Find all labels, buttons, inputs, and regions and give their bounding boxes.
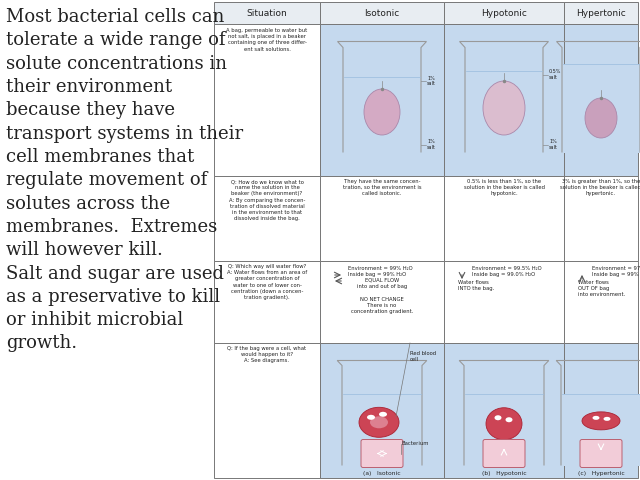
- Bar: [214, 261, 320, 343]
- Ellipse shape: [486, 408, 522, 440]
- Text: Environment = 99% H₂O
Inside bag = 99% H₂O: Environment = 99% H₂O Inside bag = 99% H…: [348, 266, 413, 277]
- Ellipse shape: [593, 416, 600, 420]
- Bar: [465, 71, 543, 153]
- Bar: [444, 343, 564, 478]
- Ellipse shape: [582, 412, 620, 430]
- Text: 1%
salt: 1% salt: [427, 139, 436, 150]
- Text: Environment = 97% H₂O
Inside bag = 99% H₂O: Environment = 97% H₂O Inside bag = 99% H…: [592, 266, 640, 277]
- Bar: [562, 64, 640, 153]
- Bar: [464, 394, 544, 466]
- FancyBboxPatch shape: [483, 440, 525, 468]
- Ellipse shape: [370, 416, 388, 428]
- Bar: [444, 2, 564, 24]
- Bar: [343, 77, 421, 153]
- Ellipse shape: [379, 412, 387, 417]
- Bar: [444, 261, 564, 343]
- Text: Most bacterial cells can
tolerate a wide range of
solute concentrations in
their: Most bacterial cells can tolerate a wide…: [6, 8, 243, 352]
- Text: Q: How do we know what to
name the solution in the
beaker (the environment)?
A: : Q: How do we know what to name the solut…: [229, 179, 305, 221]
- Ellipse shape: [367, 415, 375, 420]
- Bar: [320, 343, 444, 478]
- Text: Bacterium: Bacterium: [402, 441, 429, 446]
- Bar: [214, 343, 320, 478]
- Text: Water flows
INTO the bag.: Water flows INTO the bag.: [458, 280, 494, 291]
- Text: 0.5%
salt: 0.5% salt: [549, 69, 561, 80]
- Bar: [564, 2, 638, 24]
- Ellipse shape: [495, 415, 502, 420]
- Ellipse shape: [364, 89, 400, 135]
- Ellipse shape: [506, 417, 513, 422]
- Text: Q: Which way will water flow?
A: Water flows from an area of
greater concentrati: Q: Which way will water flow? A: Water f…: [227, 264, 307, 300]
- Text: A bag, permeable to water but
not salt, is placed in a beaker
containing one of : A bag, permeable to water but not salt, …: [227, 28, 308, 52]
- Bar: [564, 261, 638, 343]
- Text: Situation: Situation: [246, 9, 287, 17]
- Text: Environment = 99.5% H₂O
Inside bag = 99.0% H₂O: Environment = 99.5% H₂O Inside bag = 99.…: [472, 266, 541, 277]
- Text: Q: If the bag were a cell, what
would happen to it?
A: See diagrams.: Q: If the bag were a cell, what would ha…: [227, 346, 307, 363]
- Bar: [561, 394, 640, 466]
- Bar: [214, 176, 320, 261]
- Ellipse shape: [604, 417, 611, 421]
- Bar: [564, 24, 638, 176]
- Ellipse shape: [483, 81, 525, 135]
- Text: (b)   Hypotonic: (b) Hypotonic: [482, 471, 526, 476]
- Bar: [320, 2, 444, 24]
- Bar: [564, 343, 638, 478]
- Text: They have the same concen-
tration, so the environment is
called isotonic.: They have the same concen- tration, so t…: [342, 179, 421, 196]
- Bar: [214, 24, 320, 176]
- Text: Water flows
OUT OF bag
into environment.: Water flows OUT OF bag into environment.: [578, 280, 625, 298]
- Text: Red blood
cell: Red blood cell: [410, 351, 436, 362]
- Text: (c)   Hypertonic: (c) Hypertonic: [578, 471, 625, 476]
- Bar: [444, 24, 564, 176]
- Text: 1%
salt: 1% salt: [549, 139, 558, 150]
- Bar: [342, 394, 422, 466]
- Text: Hypertonic: Hypertonic: [576, 9, 626, 17]
- Bar: [214, 2, 320, 24]
- Ellipse shape: [585, 98, 617, 138]
- Text: (a)   Isotonic: (a) Isotonic: [363, 471, 401, 476]
- Text: EQUAL FLOW
into and out of bag

NO NET CHANGE
There is no
concentration gradient: EQUAL FLOW into and out of bag NO NET CH…: [351, 278, 413, 314]
- Bar: [320, 24, 444, 176]
- Text: 3% is greater than 1%, so the
solution in the beaker is called
hypertonic.: 3% is greater than 1%, so the solution i…: [561, 179, 640, 196]
- Text: Hypotonic: Hypotonic: [481, 9, 527, 17]
- Bar: [444, 176, 564, 261]
- FancyBboxPatch shape: [580, 440, 622, 468]
- FancyBboxPatch shape: [361, 440, 403, 468]
- Ellipse shape: [359, 408, 399, 437]
- Bar: [564, 176, 638, 261]
- Text: 1%
salt: 1% salt: [427, 75, 436, 86]
- Text: 0.5% is less than 1%, so the
solution in the beaker is called
hypotonic.: 0.5% is less than 1%, so the solution in…: [463, 179, 545, 196]
- Text: Isotonic: Isotonic: [364, 9, 399, 17]
- Bar: [320, 261, 444, 343]
- Bar: [320, 176, 444, 261]
